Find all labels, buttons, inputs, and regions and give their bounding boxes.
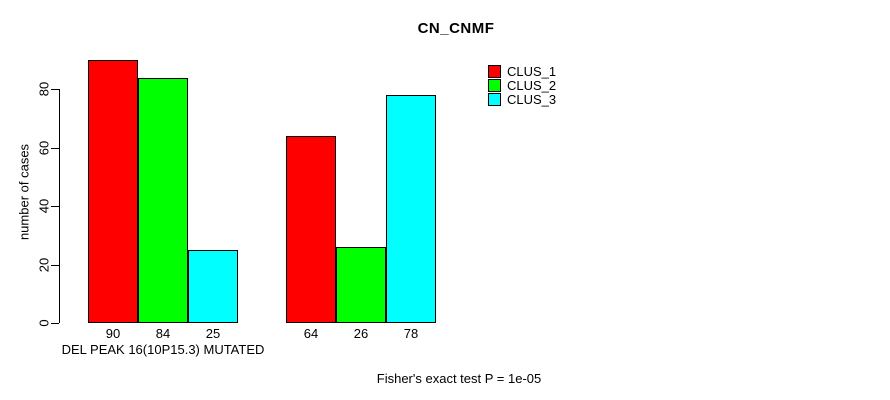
bar-clus_3-group1 — [188, 250, 238, 323]
legend-row: CLUS_1 — [488, 63, 557, 79]
legend-label: CLUS_2 — [507, 77, 557, 93]
bar-value-label: 64 — [303, 326, 319, 341]
legend: CLUS_1 CLUS_2 CLUS_3 — [488, 63, 557, 107]
bar-value-label: 25 — [205, 326, 221, 341]
legend-row: CLUS_2 — [488, 77, 557, 93]
y-axis-tick-label: 60 — [36, 140, 52, 156]
y-axis-tick — [51, 89, 59, 90]
y-axis-tick — [51, 265, 59, 266]
legend-swatch-icon — [488, 78, 501, 92]
legend-row: CLUS_3 — [488, 91, 557, 107]
bar-value-label: 90 — [105, 326, 121, 341]
y-axis-label: number of cases — [16, 143, 32, 241]
legend-swatch-icon — [488, 64, 501, 78]
bar-value-label: 78 — [403, 326, 419, 341]
footnote: Fisher's exact test P = 1e-05 — [376, 371, 542, 386]
bar-clus_2-group2 — [336, 247, 386, 323]
bar-value-label: 26 — [353, 326, 369, 341]
y-axis-tick — [51, 148, 59, 149]
x-axis-label: DEL PEAK 16(10P15.3) MUTATED — [61, 342, 265, 357]
y-axis-tick-label: 80 — [36, 81, 52, 97]
y-axis-line — [59, 89, 60, 323]
y-axis-tick — [51, 206, 59, 207]
bar-clus_3-group2 — [386, 95, 436, 323]
legend-label: CLUS_3 — [507, 91, 557, 107]
chart-title: CN_CNMF — [417, 20, 495, 37]
bar-clus_2-group1 — [138, 78, 188, 323]
y-axis-tick-label: 20 — [36, 257, 52, 273]
bar-value-label: 84 — [155, 326, 171, 341]
legend-label: CLUS_1 — [507, 63, 557, 79]
y-axis-tick — [51, 323, 59, 324]
legend-swatch-icon — [488, 92, 501, 106]
bar-clus_1-group2 — [286, 136, 336, 323]
y-axis-tick-label: 0 — [36, 319, 52, 327]
bar-clus_1-group1 — [88, 60, 138, 323]
y-axis-tick-label: 40 — [36, 198, 52, 214]
